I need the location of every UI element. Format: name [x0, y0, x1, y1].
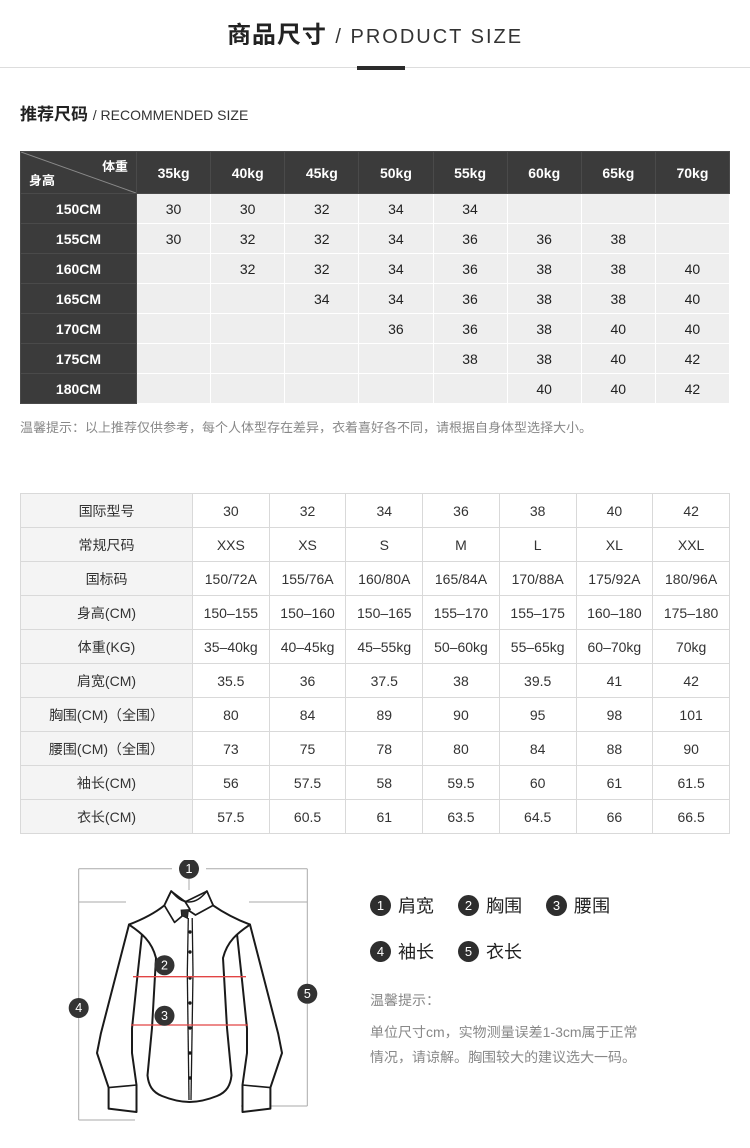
svg-text:3: 3 [161, 1009, 168, 1023]
svg-text:4: 4 [75, 1001, 82, 1015]
svg-text:1: 1 [186, 862, 193, 876]
svg-text:5: 5 [304, 987, 311, 1001]
svg-text:2: 2 [161, 958, 168, 972]
